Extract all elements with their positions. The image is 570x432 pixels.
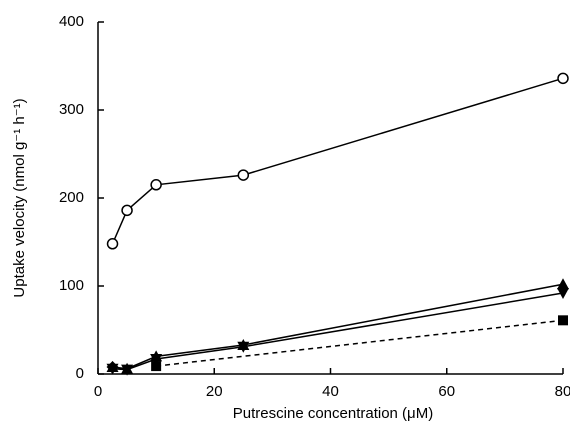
x-tick-label: 40 xyxy=(322,383,339,400)
y-tick-label: 100 xyxy=(59,277,84,294)
marker xyxy=(106,238,119,250)
marker xyxy=(106,360,119,373)
x-tick-label: 0 xyxy=(94,383,102,400)
marker xyxy=(237,169,250,181)
marker xyxy=(151,361,162,372)
series-line xyxy=(111,77,564,245)
marker xyxy=(237,341,250,353)
series-line xyxy=(112,292,564,371)
y-tick-label: 400 xyxy=(59,13,84,30)
y-axis-label: Uptake velocity (nmol g⁻¹ h⁻¹) xyxy=(11,98,28,297)
marker xyxy=(557,72,569,85)
x-tick-label: 20 xyxy=(206,383,223,400)
marker xyxy=(558,315,568,326)
x-tick-label: 60 xyxy=(438,383,455,400)
y-tick-label: 300 xyxy=(59,101,84,118)
marker xyxy=(150,354,163,366)
marker xyxy=(121,204,133,217)
y-tick-label: 200 xyxy=(59,189,84,206)
marker xyxy=(150,179,162,191)
x-axis-label: Putrescine concentration (μM) xyxy=(233,405,433,422)
x-tick-label: 80 xyxy=(555,383,570,400)
marker xyxy=(557,278,569,290)
y-tick-label: 0 xyxy=(76,365,84,382)
marker xyxy=(121,364,134,376)
marker xyxy=(557,288,569,300)
